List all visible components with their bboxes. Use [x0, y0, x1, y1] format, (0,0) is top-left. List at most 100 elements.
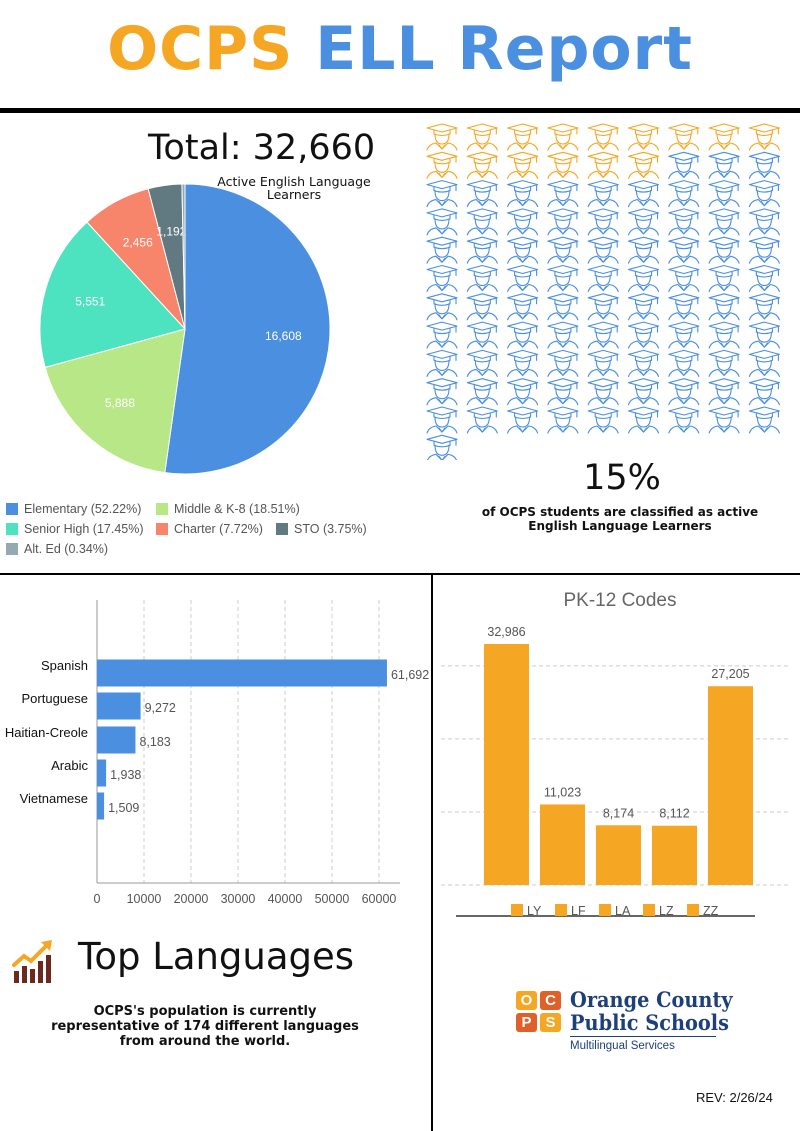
student-icon [466, 123, 498, 151]
student-icon [466, 321, 498, 349]
student-icon [748, 123, 780, 151]
legend-swatch [276, 523, 288, 535]
student-icon [587, 236, 619, 264]
student-icon [426, 349, 458, 377]
pie-slice-label: 2,456 [123, 235, 153, 249]
student-icon [466, 151, 498, 179]
student-icon [668, 293, 700, 321]
student-pictograph [426, 123, 780, 460]
student-icon [466, 293, 498, 321]
student-icon [547, 293, 579, 321]
legend-item: Elementary (52.22%) [6, 502, 141, 516]
student-icon [507, 349, 539, 377]
pk12-chart-title: PK-12 Codes [563, 590, 677, 611]
revision-date: REV: 2/26/24 [696, 1090, 773, 1105]
legend-label: LY [527, 904, 542, 918]
logo-letter-c: C [540, 991, 561, 1010]
pie-subtitle: Active English Language Learners [217, 174, 371, 202]
ell-percent: 15% [583, 458, 661, 498]
student-icon [748, 293, 780, 321]
student-icon [668, 208, 700, 236]
student-icon [627, 349, 660, 377]
student-icon [547, 378, 579, 406]
logo-organization-name: Orange County Public Schools [570, 988, 733, 1034]
bar [596, 825, 641, 885]
bar [97, 759, 107, 787]
top-languages-caption: OCPS's population is currently represent… [51, 1004, 359, 1049]
logo-divider [570, 1036, 716, 1037]
pk12-bar-chart: 32,986 11,023 8,174 8,112 27,205 LY LF LA LZ ZZ [441, 625, 790, 918]
legend-swatch [511, 904, 523, 916]
bar [540, 804, 585, 885]
student-icon [547, 406, 579, 434]
student-icon [587, 349, 619, 377]
student-icon [466, 349, 498, 377]
x-tick-label: 50000 [315, 892, 350, 906]
student-icon [627, 406, 660, 434]
student-icon [507, 123, 539, 151]
pie-slice [164, 183, 331, 475]
student-icon [507, 378, 539, 406]
pie-slice-label: 1,192 [156, 224, 186, 238]
student-icon [587, 293, 619, 321]
legend-item: Alt. Ed (0.34%) [6, 542, 108, 556]
student-icon [466, 208, 498, 236]
student-icon [748, 180, 780, 208]
legend-swatch [6, 543, 18, 555]
student-icon [547, 180, 579, 208]
ocps-logo-mark: O C P S [516, 991, 562, 1033]
bar [97, 726, 136, 754]
legend-label: LZ [659, 904, 674, 918]
student-icon [708, 208, 740, 236]
languages-bar-chart: 0 10000 20000 30000 40000 50000 60000 61,692 Spa… [5, 600, 429, 906]
student-icon [627, 321, 660, 349]
legend-item: Middle & K-8 (18.51%) [156, 502, 300, 516]
legend-label: ZZ [703, 904, 719, 918]
x-tick-label: 30000 [221, 892, 256, 906]
student-icon [426, 264, 458, 293]
bar-value-label: 9,272 [145, 701, 176, 715]
student-icon [426, 236, 458, 264]
student-icon [587, 208, 619, 236]
student-icon [426, 378, 458, 406]
student-icon [708, 378, 740, 406]
student-icon [426, 321, 458, 349]
legend-swatch [555, 904, 567, 916]
legend-swatch [156, 523, 168, 535]
legend-label: Middle & K-8 (18.51%) [174, 502, 300, 516]
student-icon [748, 236, 780, 264]
legend-label: Elementary (52.22%) [24, 502, 142, 516]
student-icon [587, 378, 619, 406]
student-icon [426, 151, 458, 179]
student-icon [507, 264, 539, 293]
student-icon [627, 208, 660, 236]
student-icon [708, 293, 740, 321]
legend-swatch [687, 904, 699, 916]
student-icon [668, 378, 700, 406]
student-icon [748, 264, 780, 293]
pie-total-label: Total: 32,660 [148, 128, 376, 168]
legend-label: Senior High (17.45%) [24, 522, 144, 536]
student-icon [426, 180, 458, 208]
bar-value-label: 1,509 [108, 801, 139, 815]
student-icon [627, 264, 660, 293]
student-icon [507, 180, 539, 208]
pie-slice [39, 221, 186, 369]
student-icon [708, 406, 740, 434]
student-icon [627, 293, 660, 321]
category-label: Vietnamese [20, 791, 88, 806]
student-icon [547, 264, 579, 293]
student-icon [547, 151, 579, 179]
header-divider [0, 108, 800, 113]
logo-name-line1: Orange County [570, 987, 733, 1012]
student-icon [466, 264, 498, 293]
column-divider [431, 573, 433, 1131]
legend-swatch [599, 904, 611, 916]
student-icon [507, 293, 539, 321]
ell-percent-caption: of OCPS students are classified as activ… [481, 505, 759, 533]
bar-value-label: 32,986 [487, 625, 525, 639]
student-icon [748, 321, 780, 349]
student-icon [507, 236, 539, 264]
student-icon [587, 123, 619, 151]
